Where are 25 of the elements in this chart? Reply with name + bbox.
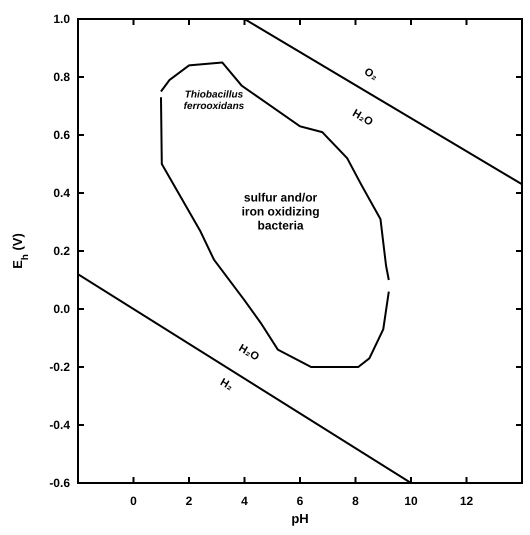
y-tick-label: 0.4	[53, 186, 70, 200]
annotation: sulfur and/or iron oxidizing bacteria	[242, 190, 320, 232]
y-tick-label: -0.4	[49, 418, 70, 432]
x-tick-label: 8	[352, 494, 360, 508]
y-tick-label: 0.8	[53, 70, 70, 84]
annotation: H₂O	[236, 342, 262, 364]
y-tick-label: -0.6	[49, 476, 70, 490]
y-tick-label: 0.0	[53, 302, 70, 316]
x-tick-label: 2	[186, 494, 193, 508]
y-tick-label: -0.2	[49, 360, 70, 374]
y-tick-label: 1.0	[53, 12, 70, 26]
x-tick-label: 10	[404, 494, 418, 508]
line-series	[160, 96, 390, 368]
y-tick-label: 0.6	[53, 128, 70, 142]
x-axis-title: pH	[291, 511, 309, 526]
line-series	[160, 62, 390, 281]
x-tick-label: 6	[296, 494, 304, 508]
x-tick-label: 4	[241, 494, 248, 508]
x-tick-label: 12	[460, 494, 474, 508]
x-tick-label: 0	[130, 494, 138, 508]
annotation: Thiobacillus ferrooxidans	[184, 89, 245, 112]
y-tick-label: 0.2	[53, 244, 70, 258]
annotation: H₂	[218, 376, 236, 394]
annotation: O₂	[362, 66, 380, 84]
annotation: H₂O	[350, 107, 376, 129]
